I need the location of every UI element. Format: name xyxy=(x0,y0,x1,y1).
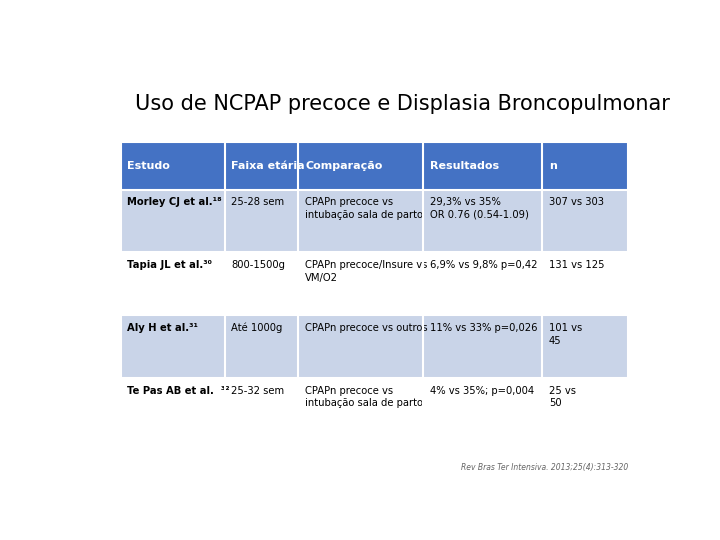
Text: CPAPn precoce vs
intubação sala de parto: CPAPn precoce vs intubação sala de parto xyxy=(305,386,423,408)
Text: Estudo: Estudo xyxy=(127,160,170,171)
Text: 4% vs 35%; p=0,004: 4% vs 35%; p=0,004 xyxy=(430,386,534,396)
Bar xyxy=(121,141,629,190)
Text: 25-28 sem: 25-28 sem xyxy=(232,197,284,207)
Text: 11% vs 33% p=0,026: 11% vs 33% p=0,026 xyxy=(430,323,537,333)
Text: n: n xyxy=(549,160,557,171)
Text: 800-1500g: 800-1500g xyxy=(232,260,286,270)
Bar xyxy=(121,252,629,315)
Text: 131 vs 125: 131 vs 125 xyxy=(549,260,604,270)
Text: Rev Bras Ter Intensiva. 2013;25(4):313-320: Rev Bras Ter Intensiva. 2013;25(4):313-3… xyxy=(462,463,629,472)
Text: Faixa etária: Faixa etária xyxy=(232,160,305,171)
Text: Comparação: Comparação xyxy=(305,160,382,171)
Text: 6,9% vs 9,8% p=0,42: 6,9% vs 9,8% p=0,42 xyxy=(430,260,537,270)
Text: Uso de NCPAP precoce e Displasia Broncopulmonar: Uso de NCPAP precoce e Displasia Broncop… xyxy=(135,94,670,114)
Bar xyxy=(121,315,629,378)
Text: Até 1000g: Até 1000g xyxy=(232,323,283,333)
Bar xyxy=(121,190,629,252)
Bar xyxy=(121,378,629,441)
Text: Te Pas AB et al.  ³²: Te Pas AB et al. ³² xyxy=(127,386,230,396)
Text: CPAPn precoce vs
intubação sala de parto: CPAPn precoce vs intubação sala de parto xyxy=(305,197,423,220)
Text: CPAPn precoce/Insure vs
VM/O2: CPAPn precoce/Insure vs VM/O2 xyxy=(305,260,428,283)
Text: Aly H et al.³¹: Aly H et al.³¹ xyxy=(127,323,199,333)
Text: 101 vs
45: 101 vs 45 xyxy=(549,323,582,346)
Text: 29,3% vs 35%
OR 0.76 (0.54-1.09): 29,3% vs 35% OR 0.76 (0.54-1.09) xyxy=(430,197,528,220)
Text: 307 vs 303: 307 vs 303 xyxy=(549,197,604,207)
Text: CPAPn precoce vs outros: CPAPn precoce vs outros xyxy=(305,323,428,333)
Text: Resultados: Resultados xyxy=(430,160,499,171)
Text: 25-32 sem: 25-32 sem xyxy=(232,386,284,396)
Text: 25 vs
50: 25 vs 50 xyxy=(549,386,576,408)
Text: Tapia JL et al.³⁰: Tapia JL et al.³⁰ xyxy=(127,260,212,270)
Text: Morley CJ et al.¹⁸: Morley CJ et al.¹⁸ xyxy=(127,197,222,207)
